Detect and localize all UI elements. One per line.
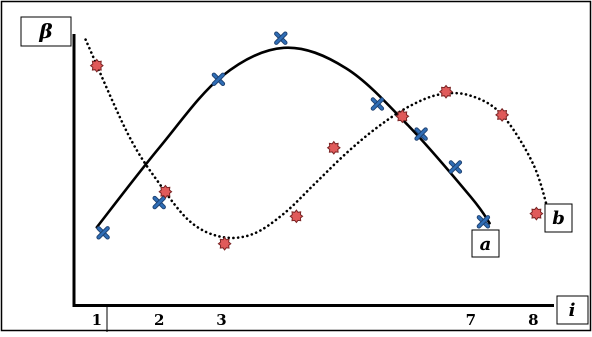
markers-layer: [89, 31, 544, 251]
series-b-point-7: [438, 84, 454, 99]
y-label-box: [20, 16, 72, 47]
series-a-point-4: [274, 31, 288, 45]
series-b-point-5: [326, 140, 341, 155]
x-label-box: [556, 295, 589, 325]
series-a-point-3: [211, 72, 226, 87]
series-b-point-2: [158, 184, 173, 199]
series-a-label-box: [471, 229, 500, 258]
series-a-point-7: [448, 160, 463, 174]
series-a-label: a: [480, 234, 492, 255]
x-tick-labels: 1 2 3 7 8: [92, 311, 539, 329]
x-axis-label: i: [569, 300, 576, 321]
x-tick-label-3: 3: [216, 311, 226, 329]
x-tick-label-7: 7: [466, 311, 476, 329]
x-tick-label-8: 8: [528, 311, 538, 329]
x-tick-label-1: 1: [92, 311, 102, 329]
series-a-point-6: [414, 127, 428, 141]
series-b-point-6: [395, 109, 410, 124]
series-a-point-5: [370, 97, 385, 111]
curves-layer: [84, 38, 551, 240]
series-b-curve: [84, 38, 551, 240]
series-a-point-8: [476, 215, 491, 229]
series-a-point-2: [152, 195, 166, 210]
series-b-label: b: [552, 208, 565, 229]
series-a-point-1: [96, 226, 110, 240]
x-tick-label-2: 2: [154, 311, 164, 329]
series-b-point-8: [495, 107, 510, 122]
y-axis-label: β: [38, 19, 52, 43]
series-b-point-9: [529, 206, 544, 221]
series-b-point-3: [217, 236, 232, 251]
series-a-curve: [95, 46, 491, 229]
series-b-point-4: [289, 209, 304, 224]
series-b-point-1: [89, 58, 104, 73]
series-b-label-box: [544, 203, 573, 233]
